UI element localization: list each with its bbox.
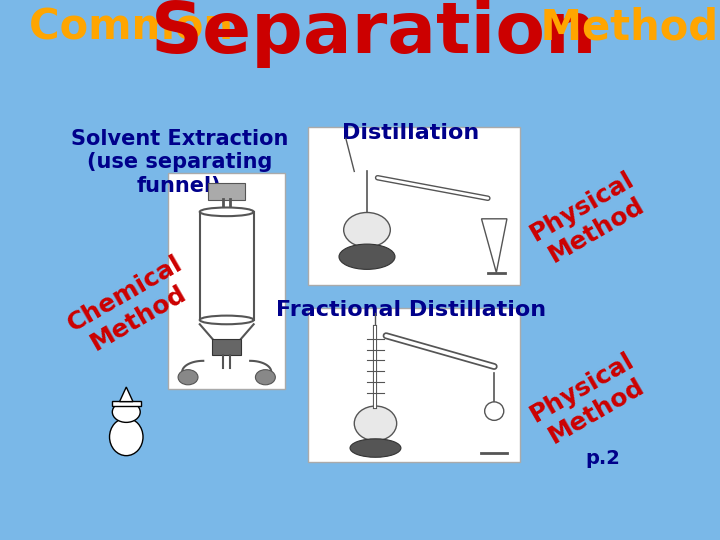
FancyBboxPatch shape [307,308,520,462]
Ellipse shape [485,402,504,420]
Text: Common: Common [29,6,247,49]
Ellipse shape [350,439,401,457]
Circle shape [112,402,140,422]
Text: Chemical
Method: Chemical Method [63,252,200,361]
Text: Physical
Method: Physical Method [526,167,653,270]
Ellipse shape [199,207,253,216]
Ellipse shape [343,213,390,247]
FancyBboxPatch shape [208,183,246,200]
FancyBboxPatch shape [112,401,141,406]
Ellipse shape [339,244,395,269]
Text: Fractional Distillation: Fractional Distillation [276,300,546,320]
Ellipse shape [109,418,143,456]
FancyBboxPatch shape [307,127,520,285]
Text: Distillation: Distillation [342,123,480,143]
Text: Separation: Separation [151,0,598,68]
Text: Physical
Method: Physical Method [526,348,653,451]
Polygon shape [120,387,133,402]
Ellipse shape [256,370,275,385]
Ellipse shape [199,315,253,324]
Text: Method: Method [526,6,718,49]
Ellipse shape [178,370,198,385]
Polygon shape [482,219,507,273]
Ellipse shape [354,406,397,441]
FancyBboxPatch shape [212,339,241,355]
Text: Solvent Extraction
(use separating
funnel): Solvent Extraction (use separating funne… [71,129,288,195]
Text: p.2: p.2 [585,449,620,468]
FancyBboxPatch shape [168,173,285,389]
